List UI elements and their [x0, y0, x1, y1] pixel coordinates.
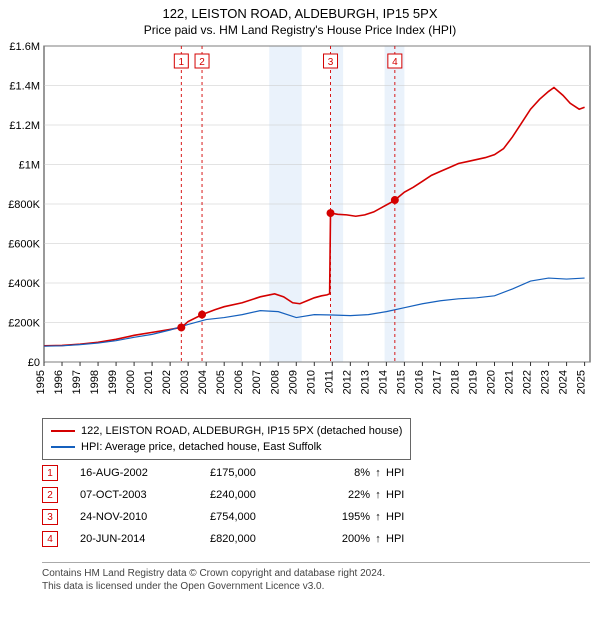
svg-text:2016: 2016: [413, 370, 425, 394]
transaction-date: 07-OCT-2003: [80, 489, 210, 501]
legend-label: 122, LEISTON ROAD, ALDEBURGH, IP15 5PX (…: [81, 425, 402, 437]
transaction-pct: 195%: [310, 511, 370, 523]
transactions-table: 116-AUG-2002£175,0008%↑HPI207-OCT-2003£2…: [42, 462, 416, 550]
legend-box: 122, LEISTON ROAD, ALDEBURGH, IP15 5PX (…: [42, 418, 411, 460]
transaction-row: 2 07-OCT-2003£240,00022%↑HPI: [42, 484, 416, 506]
transaction-marker: 3: [42, 509, 58, 525]
svg-text:1995: 1995: [35, 370, 47, 394]
svg-text:1998: 1998: [89, 370, 101, 394]
transaction-price: £240,000: [210, 489, 310, 501]
svg-text:2003: 2003: [179, 370, 191, 394]
price-chart: £0 £200K £400K £600K £800K £1M £1.2M £1.4M £1.6M…: [0, 40, 600, 410]
svg-text:£1M: £1M: [19, 160, 40, 172]
svg-text:2009: 2009: [287, 370, 299, 394]
svg-text:2000: 2000: [125, 370, 137, 394]
transaction-date: 20-JUN-2014: [80, 533, 210, 545]
transaction-arrow: ↑: [370, 467, 386, 479]
legend-item: HPI: Average price, detached house, East…: [51, 439, 402, 455]
svg-text:£0: £0: [28, 357, 40, 369]
transaction-arrow: ↑: [370, 489, 386, 501]
transaction-row: 1 16-AUG-2002£175,0008%↑HPI: [42, 462, 416, 484]
svg-text:2019: 2019: [467, 370, 479, 394]
svg-text:2014: 2014: [377, 370, 389, 394]
transaction-row: 4 20-JUN-2014£820,000200%↑HPI: [42, 528, 416, 550]
svg-text:1999: 1999: [107, 370, 119, 394]
svg-text:2008: 2008: [269, 370, 281, 394]
transaction-pct: 8%: [310, 467, 370, 479]
svg-text:£1.4M: £1.4M: [9, 81, 40, 93]
transaction-hpi: HPI: [386, 533, 416, 545]
svg-text:2007: 2007: [251, 370, 263, 394]
svg-text:2012: 2012: [341, 370, 353, 394]
svg-text:3: 3: [328, 57, 334, 68]
svg-text:2013: 2013: [359, 370, 371, 394]
svg-text:2: 2: [199, 57, 205, 68]
page-subtitle: Price paid vs. HM Land Registry's House …: [0, 21, 600, 37]
svg-text:£1.2M: £1.2M: [9, 120, 40, 132]
svg-text:2002: 2002: [161, 370, 173, 394]
transaction-hpi: HPI: [386, 467, 416, 479]
svg-text:2005: 2005: [215, 370, 227, 394]
svg-text:2025: 2025: [576, 370, 588, 394]
svg-text:2020: 2020: [485, 370, 497, 394]
transaction-marker: 4: [42, 531, 58, 547]
svg-text:£400K: £400K: [8, 278, 40, 290]
svg-text:2024: 2024: [558, 370, 570, 394]
svg-text:2011: 2011: [323, 370, 335, 394]
legend-label: HPI: Average price, detached house, East…: [81, 441, 322, 453]
svg-text:2004: 2004: [197, 370, 209, 394]
svg-text:£800K: £800K: [8, 199, 40, 211]
transaction-price: £175,000: [210, 467, 310, 479]
page-title: 122, LEISTON ROAD, ALDEBURGH, IP15 5PX: [0, 0, 600, 21]
transaction-price: £820,000: [210, 533, 310, 545]
transaction-pct: 22%: [310, 489, 370, 501]
svg-text:£1.6M: £1.6M: [9, 41, 40, 53]
transaction-price: £754,000: [210, 511, 310, 523]
chart-svg: £0 £200K £400K £600K £800K £1M £1.2M £1.4M £1.6M…: [0, 40, 600, 410]
svg-text:1996: 1996: [53, 370, 65, 394]
svg-text:2006: 2006: [233, 370, 245, 394]
legend-swatch: [51, 430, 75, 432]
transaction-arrow: ↑: [370, 533, 386, 545]
svg-text:2022: 2022: [522, 370, 534, 394]
transaction-arrow: ↑: [370, 511, 386, 523]
legend-swatch: [51, 446, 75, 448]
transaction-hpi: HPI: [386, 489, 416, 501]
transaction-pct: 200%: [310, 533, 370, 545]
svg-text:£200K: £200K: [8, 318, 40, 330]
legend-item: 122, LEISTON ROAD, ALDEBURGH, IP15 5PX (…: [51, 423, 402, 439]
footer-line-2: This data is licensed under the Open Gov…: [42, 580, 590, 593]
svg-text:£600K: £600K: [8, 239, 40, 251]
transaction-marker: 2: [42, 487, 58, 503]
svg-text:2023: 2023: [540, 370, 552, 394]
transaction-marker: 1: [42, 465, 58, 481]
svg-text:2015: 2015: [395, 370, 407, 394]
svg-text:1: 1: [179, 57, 185, 68]
svg-text:2010: 2010: [305, 370, 317, 394]
footer-text: Contains HM Land Registry data © Crown c…: [42, 562, 590, 593]
transaction-date: 16-AUG-2002: [80, 467, 210, 479]
transaction-row: 3 24-NOV-2010£754,000195%↑HPI: [42, 506, 416, 528]
svg-text:2018: 2018: [449, 370, 461, 394]
transaction-hpi: HPI: [386, 511, 416, 523]
svg-text:2021: 2021: [504, 370, 516, 394]
footer-line-1: Contains HM Land Registry data © Crown c…: [42, 567, 590, 580]
svg-text:2001: 2001: [143, 370, 155, 394]
svg-text:2017: 2017: [431, 370, 443, 394]
svg-text:4: 4: [392, 57, 398, 68]
transaction-date: 24-NOV-2010: [80, 511, 210, 523]
svg-text:1997: 1997: [71, 370, 83, 394]
